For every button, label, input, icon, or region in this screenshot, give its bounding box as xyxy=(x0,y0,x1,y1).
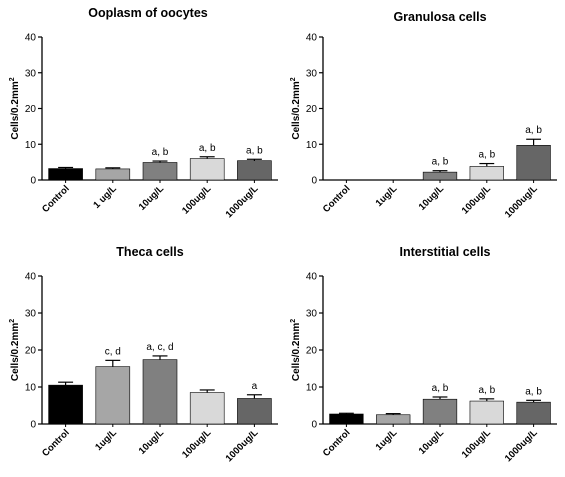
chart-panel-2: Granulosa cellsCells/0.2mm2010203040Cont… xyxy=(290,10,557,220)
x-tick-label: 100ug/L xyxy=(460,427,493,460)
x-tick-label: 10ug/L xyxy=(137,183,167,213)
x-tick-label: 1ug/L xyxy=(93,427,119,453)
y-axis-label: Cells/0.2mm2 xyxy=(290,319,302,381)
y-axis-label-superscript: 2 xyxy=(290,319,297,323)
x-tick-label: Control xyxy=(40,183,72,215)
significance-label: a, b xyxy=(246,145,263,156)
y-tick-label: 30 xyxy=(306,309,318,320)
significance-label: a, b xyxy=(152,147,169,158)
y-tick-label: 30 xyxy=(306,68,318,79)
bar xyxy=(237,160,272,181)
significance-label: c, d xyxy=(105,346,121,357)
bar xyxy=(422,171,458,181)
y-tick-label: 10 xyxy=(25,383,37,394)
y-tick-label: 10 xyxy=(25,140,37,151)
bar xyxy=(95,168,131,181)
y-tick-label: 20 xyxy=(306,346,318,357)
significance-label: a, c, d xyxy=(146,342,173,353)
significance-label: a, b xyxy=(478,385,495,396)
significance-label: a, b xyxy=(478,150,495,161)
y-axis-label-text: Cells/0.2mm xyxy=(10,81,21,139)
y-axis-label: Cells/0.2mm2 xyxy=(9,77,21,139)
y-tick-label: 30 xyxy=(25,309,37,320)
bar xyxy=(189,392,225,425)
y-tick-label: 20 xyxy=(25,346,37,357)
bar xyxy=(237,398,272,425)
significance-label: a, b xyxy=(525,386,542,397)
y-tick-label: 10 xyxy=(306,383,318,394)
y-tick-label: 20 xyxy=(306,104,318,115)
y-axis-label-superscript: 2 xyxy=(290,77,297,81)
y-tick-label: 40 xyxy=(25,272,37,283)
x-tick-label: Control xyxy=(40,427,72,459)
y-axis-label-text: Cells/0.2mm xyxy=(291,323,302,381)
x-tick-label: 1ug/L xyxy=(374,183,400,209)
y-tick-label: 40 xyxy=(306,272,318,283)
bar xyxy=(48,384,83,425)
bar xyxy=(95,366,131,425)
significance-label: a xyxy=(252,381,258,392)
y-axis-label-superscript: 2 xyxy=(9,319,16,323)
chart-title: Ooplasm of oocytes xyxy=(88,6,208,20)
x-tick-label: 10ug/L xyxy=(417,183,447,213)
bar xyxy=(376,414,411,425)
chart-panel-4: Interstitial cellsCells/0.2mm2010203040C… xyxy=(290,245,557,464)
significance-label: a, b xyxy=(432,157,449,168)
chart-title: Theca cells xyxy=(116,245,183,259)
x-tick-label: 10ug/L xyxy=(137,427,167,457)
bar xyxy=(422,398,458,425)
x-tick-label: 1000ug/L xyxy=(503,427,540,464)
bar xyxy=(142,162,178,181)
y-axis-label: Cells/0.2mm2 xyxy=(290,77,302,139)
y-tick-label: 40 xyxy=(306,33,318,44)
y-tick-label: 0 xyxy=(30,420,36,431)
y-axis-label-text: Cells/0.2mm xyxy=(10,323,21,381)
x-tick-label: 1000ug/L xyxy=(224,427,261,464)
chart-panel-1: Ooplasm of oocytesCells/0.2mm2010203040C… xyxy=(9,6,278,220)
y-axis-label: Cells/0.2mm2 xyxy=(9,319,21,381)
x-tick-label: 1000ug/L xyxy=(224,183,261,220)
y-tick-label: 0 xyxy=(30,176,36,187)
x-tick-label: 1 ug/L xyxy=(91,183,119,211)
y-tick-label: 0 xyxy=(311,176,317,187)
x-tick-label: 1ug/L xyxy=(374,427,400,453)
bar xyxy=(469,400,504,425)
bar xyxy=(469,166,504,181)
y-tick-label: 0 xyxy=(311,420,317,431)
bar xyxy=(189,158,225,181)
bar xyxy=(329,413,364,425)
x-tick-label: 100ug/L xyxy=(180,427,213,460)
y-tick-label: 30 xyxy=(25,68,37,79)
x-tick-label: 100ug/L xyxy=(180,183,213,216)
bar xyxy=(516,145,551,181)
y-axis-label-superscript: 2 xyxy=(9,77,16,81)
significance-label: a, b xyxy=(432,383,449,394)
y-tick-label: 40 xyxy=(25,33,37,44)
bar xyxy=(48,168,83,181)
x-tick-label: 100ug/L xyxy=(460,183,493,216)
y-tick-label: 10 xyxy=(306,140,318,151)
significance-label: a, b xyxy=(525,125,542,136)
significance-label: a, b xyxy=(199,143,216,154)
y-axis-label-text: Cells/0.2mm xyxy=(291,81,302,139)
y-tick-label: 20 xyxy=(25,104,37,115)
bar xyxy=(142,359,178,425)
x-tick-label: Control xyxy=(321,183,353,215)
bar xyxy=(516,401,551,425)
chart-title: Granulosa cells xyxy=(393,10,486,24)
x-tick-label: 10ug/L xyxy=(417,427,447,457)
x-tick-label: Control xyxy=(321,427,353,459)
x-tick-label: 1000ug/L xyxy=(503,183,540,220)
chart-title: Interstitial cells xyxy=(399,245,490,259)
